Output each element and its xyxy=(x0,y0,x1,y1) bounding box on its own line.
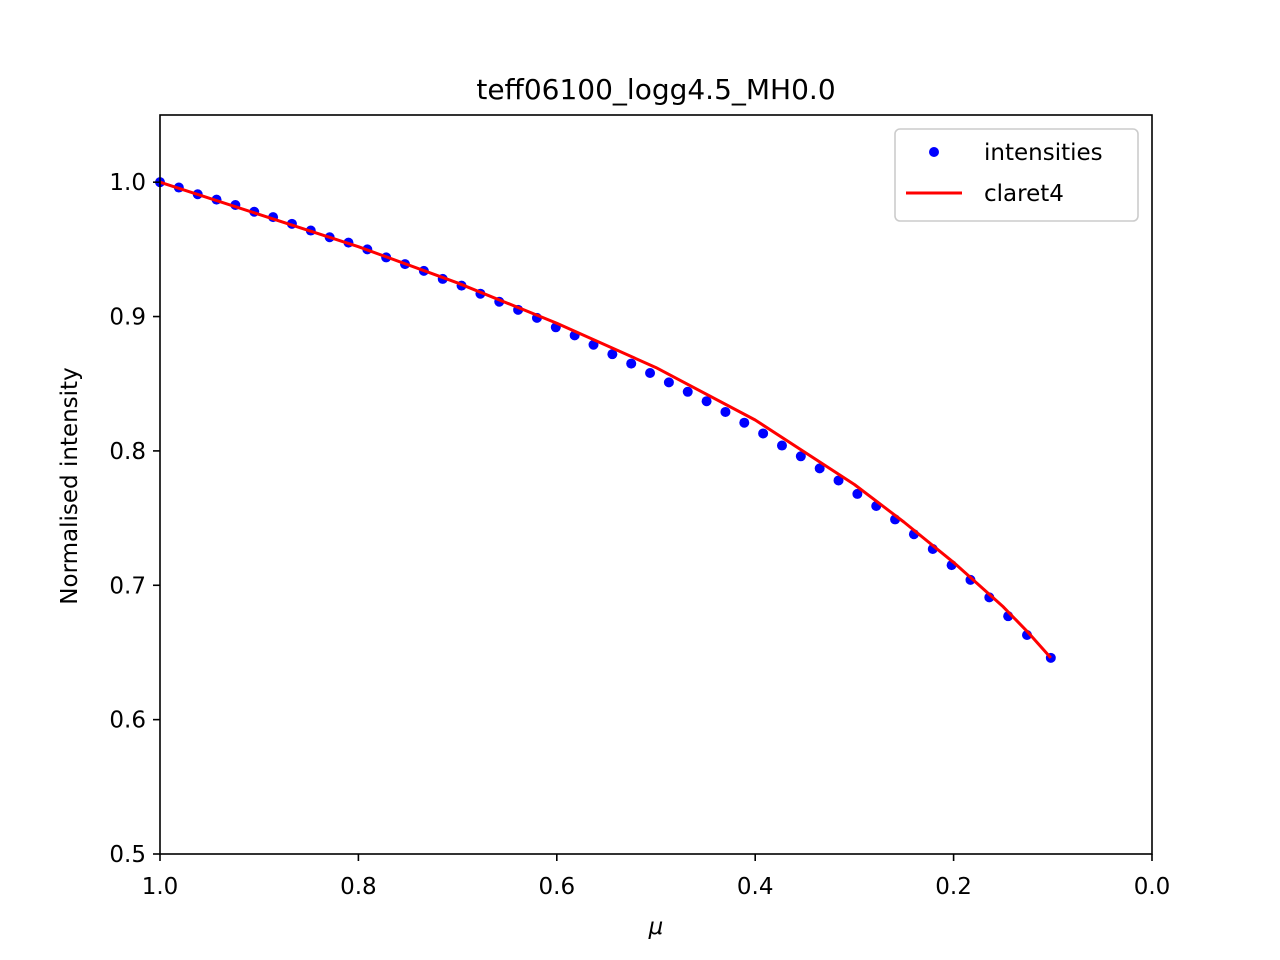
legend-label-intensities: intensities xyxy=(984,140,1103,166)
intensity-point xyxy=(682,386,693,397)
x-tick-label: 0.8 xyxy=(340,874,377,900)
y-tick-label: 0.8 xyxy=(109,439,146,465)
chart-title: teff06100_logg4.5_MH0.0 xyxy=(476,73,835,106)
intensity-point xyxy=(814,463,825,474)
claret4-line xyxy=(159,180,1052,659)
intensity-point xyxy=(965,574,976,585)
plot-area xyxy=(155,177,1056,663)
y-tick-label: 0.5 xyxy=(109,842,146,868)
x-tick-label: 0.6 xyxy=(539,874,576,900)
intensity-point xyxy=(645,367,656,378)
legend-marker-intensities xyxy=(929,147,939,157)
y-tick-label: 0.6 xyxy=(109,708,146,734)
intensity-point xyxy=(626,358,637,369)
x-tick-label: 0.4 xyxy=(737,874,774,900)
intensity-point xyxy=(739,417,750,428)
intensity-point xyxy=(663,377,674,388)
x-tick-label: 1.0 xyxy=(142,874,179,900)
legend-label-claret4: claret4 xyxy=(984,181,1064,207)
intensity-point xyxy=(852,488,863,499)
intensity-point xyxy=(833,475,844,486)
axis-ticks: 1.0 0.8 0.6 0.4 0.2 0.0 0.5 0.6 0.7 0.8 0.9 1.0 xyxy=(109,170,1170,900)
y-axis-label: Normalised intensity xyxy=(57,367,83,604)
intensity-point xyxy=(795,451,806,462)
x-tick-label: 0.2 xyxy=(935,874,972,900)
intensity-point xyxy=(720,406,731,417)
axes-frame xyxy=(159,114,1153,855)
intensity-point xyxy=(607,349,618,360)
legend: intensities claret4 xyxy=(894,128,1139,222)
y-tick-label: 1.0 xyxy=(109,170,146,196)
x-tick-label: 0.0 xyxy=(1134,874,1171,900)
legend-box xyxy=(894,128,1139,222)
intensity-point xyxy=(701,396,712,407)
x-axis-label: μ xyxy=(648,914,664,940)
y-tick-label: 0.7 xyxy=(109,573,146,599)
y-tick-label: 0.9 xyxy=(109,305,146,331)
intensity-point xyxy=(758,428,769,439)
intensity-point xyxy=(776,440,787,451)
